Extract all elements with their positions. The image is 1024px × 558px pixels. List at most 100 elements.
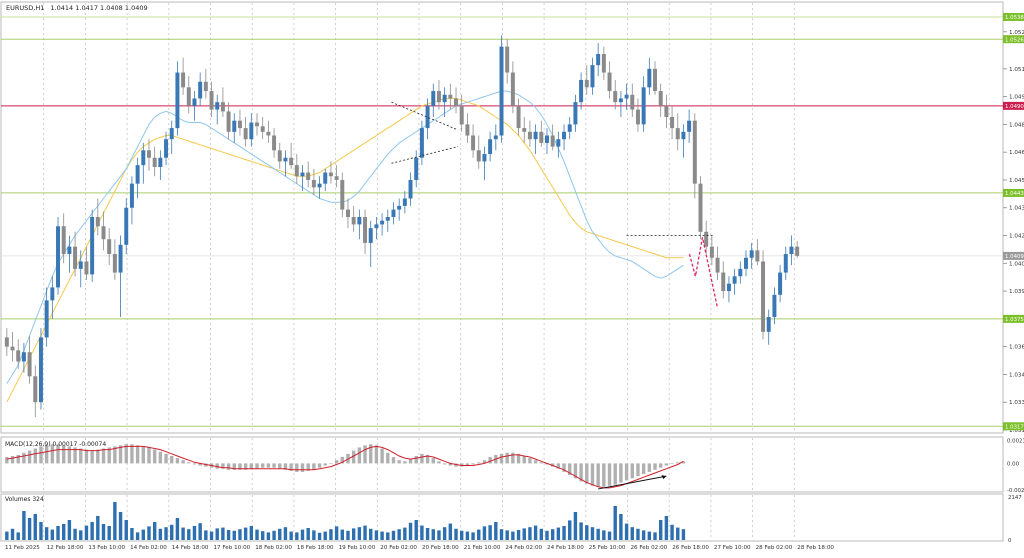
volume-bar [27,517,32,540]
candle-body [135,165,140,184]
candle-body [374,224,379,229]
candle-body [658,91,663,106]
candle-body [664,105,669,117]
volume-bar [118,511,123,540]
macd-histogram-bar [187,462,191,464]
candle-body [493,135,498,140]
macd-histogram-bar [465,463,470,466]
macd-histogram-bar [516,453,521,464]
candle-body [283,157,288,162]
candle-body [476,150,481,162]
volume-bar [477,529,481,540]
volume-bar [488,525,492,540]
macd-histogram-bar [312,463,316,470]
candle-body [61,226,66,255]
volume-bar [175,517,180,540]
candle-body [590,65,595,88]
volume-bar [278,528,282,540]
volume-bar [187,529,191,540]
volume-bar [16,532,20,540]
price-tick-label: 1.0345 [1009,372,1024,378]
macd-histogram-bar [141,446,146,464]
candle-body [209,91,214,110]
volume-bar [249,525,254,540]
macd-histogram-bar [238,463,242,470]
macd-histogram-bar [215,463,219,469]
candle-body [215,102,220,110]
volume-bar [334,526,339,540]
candle-body [738,268,743,277]
candle-body [653,68,658,92]
macd-histogram-bar [255,463,259,469]
candle-body [573,102,578,125]
candle-body [778,272,783,295]
candle-body [345,209,350,217]
volume-bar [482,526,487,540]
macd-histogram-bar [135,445,140,464]
price-tag-label: 1.0375 [1005,317,1024,323]
volume-bar [681,529,686,540]
volumes-label: Volumes 324 [5,496,44,503]
volume-bar [198,523,202,540]
candle-body [323,172,328,184]
volume-bar [215,528,219,540]
candle-body [169,128,174,140]
price-tick-label: 1.0390 [1009,289,1024,295]
price-tag [1003,101,1024,110]
candle-body [101,226,106,240]
macd-histogram-bar [374,445,379,464]
candle-body [692,120,697,184]
volume-bar [562,525,566,540]
macd-histogram-bar [39,446,43,464]
macd-histogram-bar [334,460,339,464]
macd-histogram-bar [613,463,617,485]
volume-bar [323,531,327,540]
macd-histogram-bar [488,457,492,464]
volume-bar [380,531,384,540]
macd-histogram-bar [602,463,606,487]
volume-bar [670,524,674,540]
time-tick-label: 18 Feb 18:00 [297,545,334,551]
macd-histogram-bar [67,446,72,464]
macd-histogram-bar [556,463,561,469]
candle-body [789,246,794,255]
grid [43,3,795,540]
macd-histogram-bar [170,455,174,464]
candle-body [408,179,413,199]
price-tag [1003,12,1024,21]
candle-body [380,220,385,225]
candle-body [562,131,567,140]
volume-bar [596,528,600,540]
volume-bar [522,528,526,540]
price-tag-label: 1.0443 [1005,191,1024,197]
volume-bar [573,511,578,540]
volume-bar [676,527,680,540]
horizontal-levels [1,16,1003,427]
volume-bar [152,521,157,540]
time-tick-label: 26 Feb 02:00 [631,545,668,551]
fast-moving-average [6,90,684,384]
macd-histogram-bar [653,463,657,470]
macd-histogram-bar [391,457,396,464]
macd-histogram-bar [670,463,674,465]
volume-bar [624,523,629,540]
candle-body [311,179,316,188]
volume-bar [550,529,555,540]
time-tick-label: 18 Feb 02:00 [255,545,292,551]
candle-body [442,94,447,103]
candle-body [709,246,714,258]
price-tag [1003,35,1024,44]
macd-histogram-bar [306,463,310,471]
macd-histogram-bar [573,463,578,479]
candle-body [601,54,606,73]
macd-histogram-bar [624,463,629,481]
macd-histogram-bar [522,455,526,464]
price-tag-label: 1.0538 [1005,15,1024,21]
candle-body [226,111,231,132]
time-tick-label: 28 Feb 02:00 [756,545,793,551]
candle-body [38,337,43,403]
volume-bar [209,531,214,540]
candle-body [749,250,754,258]
macd-histogram-bar [243,463,248,470]
volume-bar [414,519,418,540]
